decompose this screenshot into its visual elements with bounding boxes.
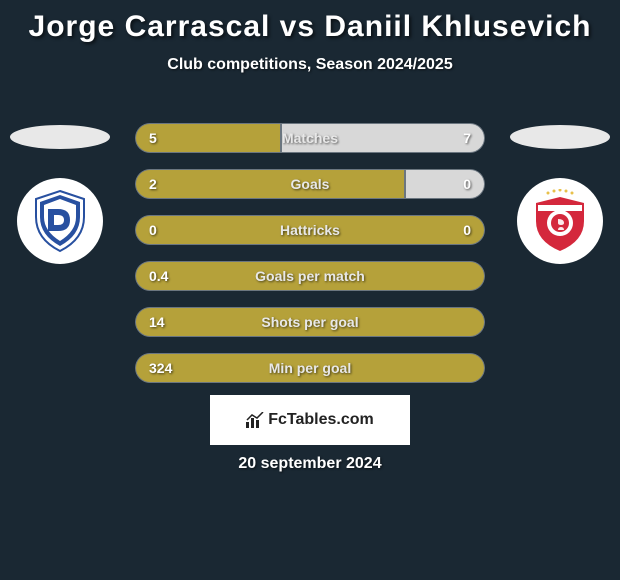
date-line: 20 september 2024: [0, 455, 620, 473]
bar-left-fill: [135, 307, 485, 337]
stat-left-value: 2: [149, 176, 157, 192]
left-ellipse-decor: [10, 125, 110, 149]
spartak-badge-icon: [528, 189, 592, 253]
bar-right-fill: [405, 169, 486, 199]
branding-chart-icon: [246, 412, 264, 428]
stat-bars-container: 57Matches20Goals00Hattricks0.4Goals per …: [135, 123, 485, 399]
bar-left-fill: [135, 169, 405, 199]
stat-left-value: 324: [149, 360, 172, 376]
subtitle: Club competitions, Season 2024/2025: [0, 56, 620, 74]
bar-left-fill: [135, 215, 485, 245]
right-ellipse-decor: [510, 125, 610, 149]
bar-left-fill: [135, 261, 485, 291]
right-club-badge: [517, 178, 603, 264]
stat-left-value: 0.4: [149, 268, 168, 284]
stat-right-value: 7: [463, 130, 471, 146]
branding-text: FcTables.com: [268, 411, 374, 429]
stat-row: 14Shots per goal: [135, 307, 485, 337]
stat-left-value: 14: [149, 314, 165, 330]
stat-right-value: 0: [463, 176, 471, 192]
bar-left-fill: [135, 353, 485, 383]
bar-right-fill: [281, 123, 485, 153]
branding-box: FcTables.com: [210, 395, 410, 445]
left-club-badge: [17, 178, 103, 264]
stat-row: 00Hattricks: [135, 215, 485, 245]
dynamo-badge-icon: [30, 189, 90, 253]
stat-row: 57Matches: [135, 123, 485, 153]
stat-row: 0.4Goals per match: [135, 261, 485, 291]
page-title: Jorge Carrascal vs Daniil Khlusevich: [0, 0, 620, 44]
stat-left-value: 5: [149, 130, 157, 146]
stat-right-value: 0: [463, 222, 471, 238]
stat-row: 20Goals: [135, 169, 485, 199]
stat-row: 324Min per goal: [135, 353, 485, 383]
stat-left-value: 0: [149, 222, 157, 238]
